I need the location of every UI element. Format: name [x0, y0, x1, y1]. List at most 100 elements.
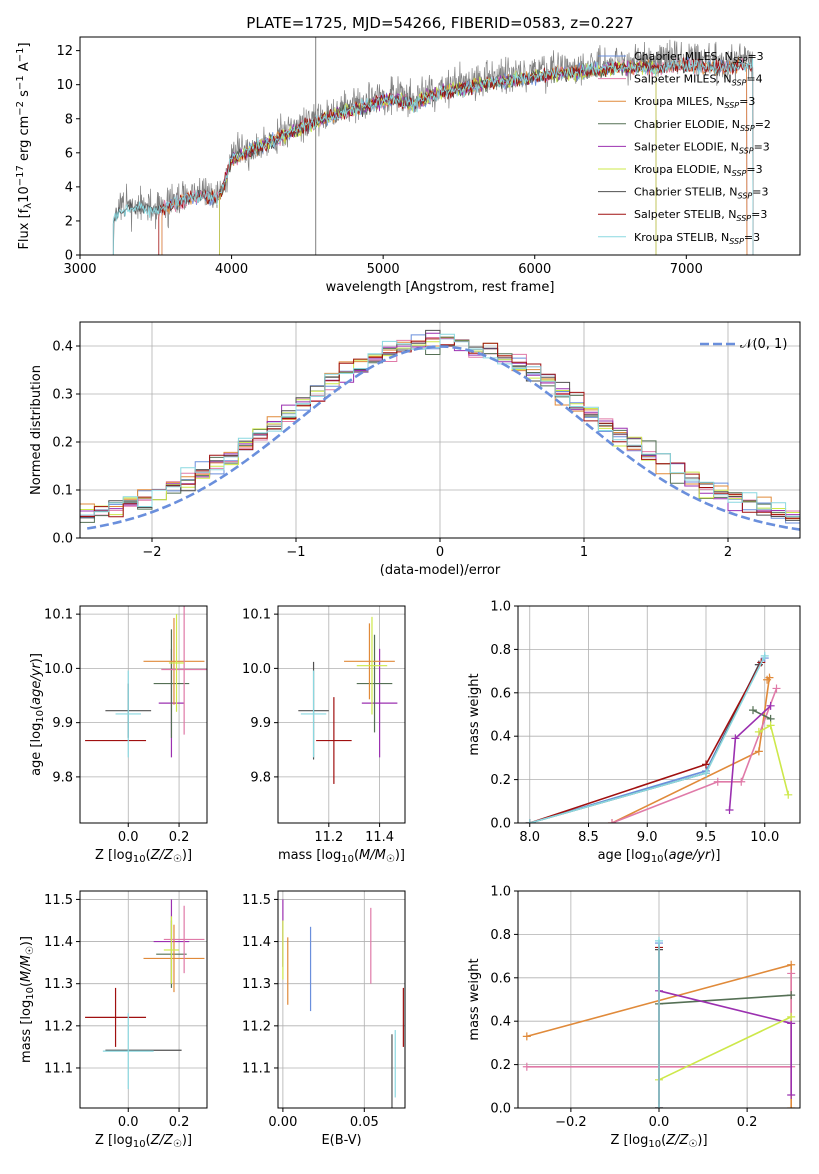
model-spectrum-line	[112, 58, 754, 255]
legend-label: Kroupa ELODIE, N	[634, 163, 732, 176]
legend-subscript: SSP	[739, 146, 754, 155]
y-tick-label: 8	[65, 112, 73, 127]
label-part: )]	[710, 848, 720, 863]
x-tick-label: 0	[436, 545, 444, 560]
x-tick-label: 5000	[367, 262, 400, 277]
x-axis-label: mass [log10(M/M☉)]	[278, 848, 405, 865]
y-tick-label: 10.0	[44, 662, 73, 677]
errorbar-traces	[282, 899, 404, 1108]
series-marker	[713, 777, 722, 786]
model-spectrum-line	[219, 60, 657, 255]
histogram-step	[80, 333, 800, 525]
y-tick-label: 11.3	[44, 977, 73, 992]
y-tick-label: 0.4	[490, 1015, 511, 1030]
series-marker	[525, 819, 534, 823]
y-tick-label: 9.8	[250, 770, 271, 785]
x-axis-label: Z [log10(Z/Z☉)]	[610, 1133, 707, 1150]
label-part: 10	[17, 186, 32, 203]
label-part: erg cm	[17, 116, 32, 165]
series-marker	[772, 684, 781, 693]
series-marker	[702, 760, 710, 769]
series-marker	[754, 747, 763, 756]
series-line	[529, 664, 760, 823]
label-part: )]	[19, 936, 34, 946]
label-part: Z [log	[95, 848, 133, 863]
x-axis-label: E(B-V)	[321, 1133, 361, 1148]
figure-title: PLATE=1725, MJD=54266, FIBERID=0583, z=0…	[246, 14, 633, 32]
x-tick-label: 9.5	[696, 830, 717, 845]
y-tick-label: 0.6	[490, 686, 511, 701]
legend-label: Kroupa STELIB, N	[634, 231, 729, 244]
y-tick-label: 0.0	[52, 532, 73, 547]
label-part: ☉	[688, 1139, 697, 1150]
y-tick-label: 11.2	[242, 1019, 271, 1034]
y-tick-label: 0.2	[490, 1058, 511, 1073]
axes-frame	[79, 321, 801, 539]
legend-label: Salpeter STELIB, N	[634, 208, 736, 221]
series-marker	[787, 1090, 796, 1099]
legend-subscript: SSP	[738, 192, 753, 201]
y-tick-label: 10.1	[242, 608, 271, 623]
series-marker	[784, 790, 793, 799]
y-tick-label: 11.5	[44, 893, 73, 908]
y-axis-label: mass weight	[467, 673, 482, 755]
x-axis-label: (data-model)/error	[380, 563, 501, 578]
label-part: )]	[395, 848, 405, 863]
mass-weight-vs-age-panel: 8.0 8.5 9.0 9.5 10.0 0.0 0.2 0.4 0.6 0.8 1.0 age [l…	[467, 600, 801, 865]
legend-entry: Chabrier ELODIE, NSSP=2	[634, 118, 771, 133]
label-part: 10	[648, 1139, 661, 1150]
y-axis-label: Flux [fλ10−17 erg cm−2 s−1 A−1]	[15, 42, 34, 249]
x-tick-label: 0.0	[649, 1115, 670, 1130]
y-tick-label: 1.0	[490, 885, 511, 900]
errorbar-traces	[85, 899, 205, 1090]
y-tick-label: 0.4	[52, 340, 73, 355]
label-part: Z/Z	[665, 1133, 689, 1148]
age-vs-mass-panel: 11.2 11.4 9.8 9.9 10.0 10.1 mass [log10(M/M☉)]	[242, 605, 406, 865]
series-marker	[766, 701, 775, 710]
series-marker	[787, 960, 796, 969]
series-marker	[787, 991, 796, 1000]
legend-eq: =3	[739, 95, 755, 108]
label-part: A	[17, 62, 32, 75]
y-tick-label: 2	[65, 214, 73, 229]
y-tick-label: 0.1	[52, 484, 73, 499]
legend-label: Chabrier MILES, N	[634, 50, 733, 63]
label-part: (	[354, 848, 359, 863]
x-tick-label: 0.05	[350, 1115, 379, 1130]
series-marker	[702, 769, 710, 778]
legend-eq: =2	[755, 118, 771, 131]
label-part: 10	[341, 854, 354, 865]
x-tick-label: 7000	[670, 262, 703, 277]
label-part: Z [log	[95, 1133, 133, 1148]
series-marker	[760, 651, 769, 660]
x-tick-label: 0.0	[118, 1115, 139, 1130]
y-tick-label: 9.9	[250, 716, 271, 731]
x-tick-label: 0.2	[169, 830, 190, 845]
series-marker	[766, 721, 775, 730]
legend-entry: Kroupa ELODIE, NSSP=3	[634, 163, 763, 178]
series-marker	[737, 777, 746, 786]
series-line	[611, 675, 771, 823]
y-axis-label: mass [log10(M/M☉)]	[19, 936, 36, 1063]
x-tick-label: 4000	[215, 262, 248, 277]
label-part: −1	[15, 48, 26, 63]
mass-vs-Z-panel: 0.0 0.211.111.211.311.411.5Z [log10(Z/Z☉)…	[19, 890, 208, 1150]
label-part: mass [log	[19, 1000, 34, 1063]
label-part: age [log	[598, 848, 651, 863]
label-part: M/M	[19, 955, 34, 982]
x-tick-label: 1	[580, 545, 588, 560]
label-part: Z/Z	[150, 848, 174, 863]
x-tick-label: 8.5	[578, 830, 599, 845]
legend-eq: =3	[744, 231, 760, 244]
label-part: Z [log	[610, 1133, 648, 1148]
y-tick-label: 0.3	[52, 388, 73, 403]
x-axis-label: wavelength [Angstrom, rest frame]	[326, 280, 555, 295]
axes-frame	[517, 605, 801, 824]
axes-frame	[79, 890, 208, 1109]
axes-frame	[79, 36, 801, 256]
legend-label: Chabrier ELODIE, N	[634, 118, 740, 131]
label-part: Flux [f	[17, 208, 32, 249]
y-tick-label: 0	[65, 249, 73, 264]
series-line	[658, 1016, 792, 1081]
